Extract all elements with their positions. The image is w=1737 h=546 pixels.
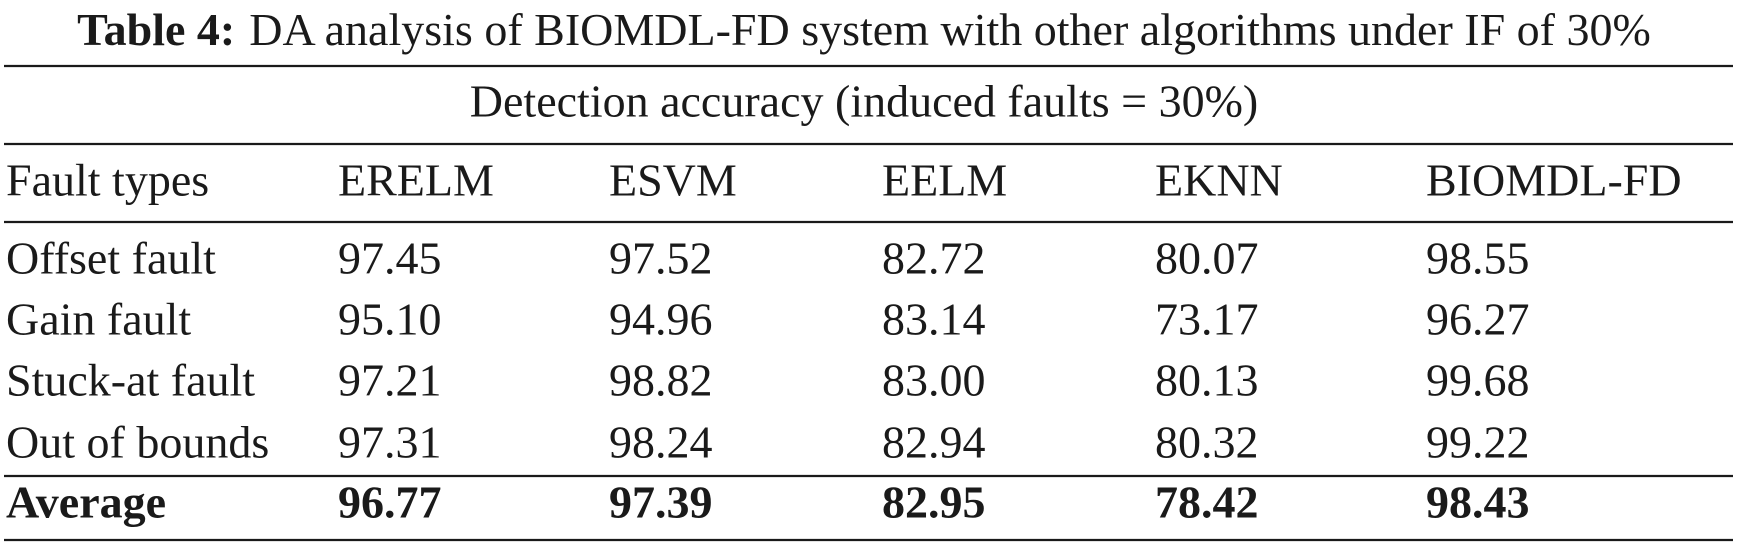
caption-text: DA analysis of BIOMDL-FD system with oth… xyxy=(249,4,1651,55)
cell: 97.21 xyxy=(338,355,442,406)
cell: 94.96 xyxy=(609,294,713,345)
row-label: Stuck-at fault xyxy=(6,355,255,406)
cell: 98.55 xyxy=(1426,233,1530,284)
cell: 99.22 xyxy=(1426,417,1530,468)
cell: 98.82 xyxy=(609,355,713,406)
row-label: Out of bounds xyxy=(6,417,269,468)
cell: 97.31 xyxy=(338,417,442,468)
group-header: Detection accuracy (induced faults = 30%… xyxy=(470,76,1258,127)
caption-label: Table 4: xyxy=(77,4,235,55)
cell: 83.14 xyxy=(882,294,986,345)
column-header: EKNN xyxy=(1155,155,1283,206)
column-header: EELM xyxy=(882,155,1007,206)
average-cell: 97.39 xyxy=(609,477,713,528)
average-cell: 82.95 xyxy=(882,477,986,528)
average-cell: 96.77 xyxy=(338,477,442,528)
row-label: Offset fault xyxy=(6,233,216,284)
cell: 99.68 xyxy=(1426,355,1530,406)
cell: 96.27 xyxy=(1426,294,1530,345)
average-cell: 78.42 xyxy=(1155,477,1259,528)
cell: 95.10 xyxy=(338,294,442,345)
cell: 82.94 xyxy=(882,417,986,468)
column-header: ERELM xyxy=(338,155,494,206)
cell: 73.17 xyxy=(1155,294,1259,345)
cell: 82.72 xyxy=(882,233,986,284)
cell: 97.45 xyxy=(338,233,442,284)
cell: 83.00 xyxy=(882,355,986,406)
average-cell: 98.43 xyxy=(1426,477,1530,528)
cell: 97.52 xyxy=(609,233,713,284)
cell: 80.32 xyxy=(1155,417,1259,468)
average-label: Average xyxy=(6,477,166,528)
cell: 98.24 xyxy=(609,417,713,468)
column-header: ESVM xyxy=(609,155,737,206)
caption: Table 4: DA analysis of BIOMDL-FD system … xyxy=(77,4,1651,55)
row-label: Gain fault xyxy=(6,294,191,345)
column-header: BIOMDL-FD xyxy=(1426,155,1682,206)
column-header: Fault types xyxy=(6,155,209,206)
cell: 80.13 xyxy=(1155,355,1259,406)
cell: 80.07 xyxy=(1155,233,1259,284)
